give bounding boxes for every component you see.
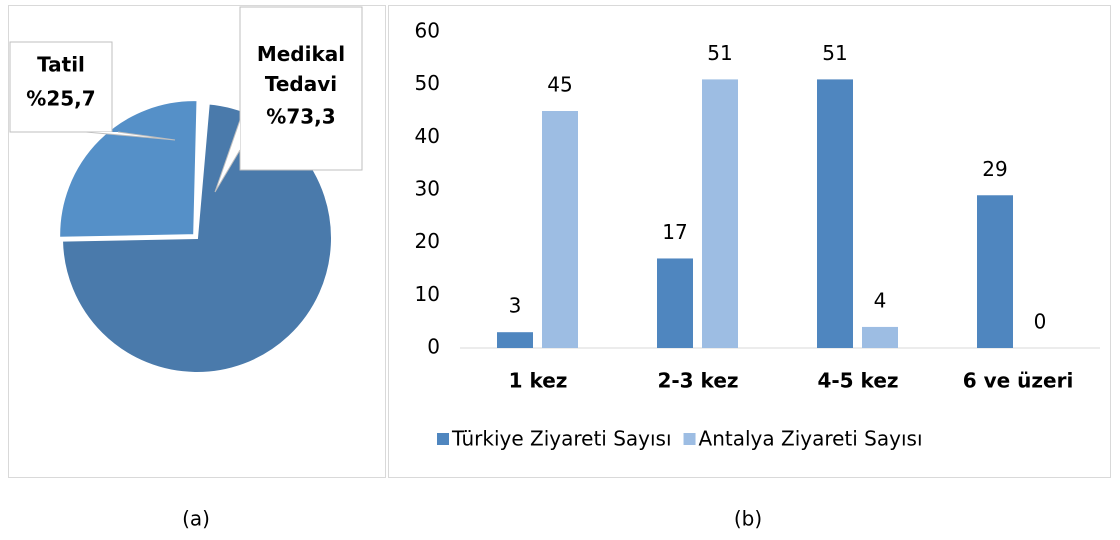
data-label: 51	[707, 41, 732, 65]
legend-swatch	[683, 433, 696, 445]
x-tick-label: 4-5 kez	[817, 369, 898, 393]
callout-pointer	[214, 119, 241, 193]
pie-label: Medikal Tedavi	[257, 42, 345, 96]
legend-label: Türkiye Ziyareti Sayısı	[451, 427, 672, 451]
bar	[542, 111, 578, 348]
x-tick-label: 1 kez	[509, 369, 568, 393]
bar	[702, 79, 738, 349]
bar	[817, 79, 853, 349]
pie-value-label: %73,3	[266, 105, 335, 129]
data-label: 45	[547, 73, 572, 97]
y-tick-label: 20	[415, 229, 440, 253]
x-tick-label: 2-3 kez	[657, 369, 738, 393]
x-tick-label: 6 ve üzeri	[963, 369, 1074, 393]
data-label: 17	[662, 220, 687, 244]
y-tick-label: 0	[427, 335, 440, 359]
data-label: 0	[1034, 310, 1047, 334]
bar	[977, 195, 1013, 348]
y-tick-label: 60	[415, 19, 440, 43]
pie-slice	[58, 99, 199, 239]
pie-value-label: %25,7	[26, 87, 95, 111]
y-tick-label: 30	[415, 177, 440, 201]
callout-pointer	[85, 131, 176, 141]
caption: (a)	[182, 507, 210, 531]
data-label: 4	[874, 288, 887, 312]
data-label: 29	[982, 157, 1007, 181]
data-label: 3	[509, 294, 522, 318]
legend-swatch	[437, 433, 449, 445]
bar	[657, 258, 693, 348]
data-label: 51	[822, 41, 847, 65]
callout-box	[239, 6, 363, 171]
y-tick-label: 40	[415, 124, 440, 148]
legend-label: Antalya Ziyareti Sayısı	[699, 427, 923, 451]
pie-label: Tatil	[37, 53, 85, 77]
caption: (b)	[734, 507, 762, 531]
y-tick-label: 50	[415, 71, 440, 95]
bar	[862, 326, 898, 348]
y-tick-label: 10	[415, 282, 440, 306]
bar	[497, 332, 533, 348]
